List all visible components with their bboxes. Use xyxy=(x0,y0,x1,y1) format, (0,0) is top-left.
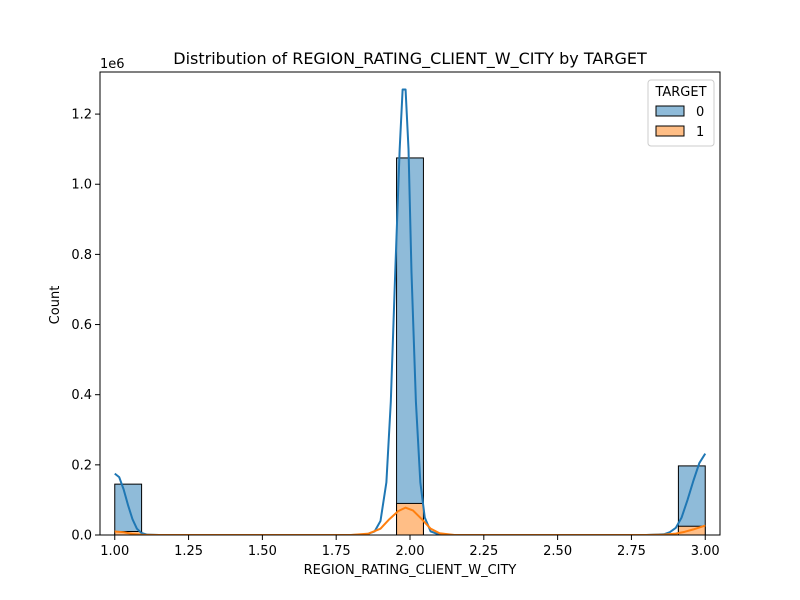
y-tick-label: 0.2 xyxy=(71,458,92,473)
y-tick-label: 0.4 xyxy=(71,388,92,403)
legend: TARGET 0 1 xyxy=(647,79,715,147)
series-1-bars xyxy=(114,502,706,536)
x-tick-label: 2.75 xyxy=(617,544,646,559)
x-tick-label: 3.00 xyxy=(691,544,720,559)
x-tick-label: 1.75 xyxy=(322,544,351,559)
chart-title: Distribution of REGION_RATING_CLIENT_W_C… xyxy=(173,49,647,69)
x-tick-label: 2.50 xyxy=(543,544,572,559)
y-tick-label: 0.8 xyxy=(71,248,92,263)
x-axis-title: REGION_RATING_CLIENT_W_CITY xyxy=(304,563,517,578)
legend-label-0: 0 xyxy=(696,105,704,120)
y-tick-label: 1.0 xyxy=(71,178,92,193)
y-tick-label: 1.2 xyxy=(71,108,92,123)
x-tick-label: 1.00 xyxy=(100,544,129,559)
plot-area: 1.00 1.25 1.50 1.75 2.00 2.25 2.50 2.75 3.000.00… xyxy=(71,71,721,559)
x-tick-label: 2.25 xyxy=(469,544,498,559)
kde-line-series-0 xyxy=(114,88,707,535)
bar-series-0-bin-2 xyxy=(677,465,706,536)
legend-swatch-0 xyxy=(655,105,685,117)
y-tick-label: 0.6 xyxy=(71,318,92,333)
legend-swatch-1 xyxy=(655,125,685,137)
legend-title: TARGET xyxy=(654,85,706,100)
bar-series-0-bin-0 xyxy=(114,483,143,536)
x-tick-label: 2.00 xyxy=(396,544,425,559)
legend-label-1: 1 xyxy=(696,125,704,140)
x-tick-label: 1.25 xyxy=(174,544,203,559)
y-offset-label: 1e6 xyxy=(100,57,125,72)
y-tick-label: 0.0 xyxy=(71,529,92,544)
x-tick-label: 1.50 xyxy=(248,544,277,559)
y-axis-title: Count xyxy=(48,286,63,325)
bar-series-1-bin-1 xyxy=(396,502,424,536)
